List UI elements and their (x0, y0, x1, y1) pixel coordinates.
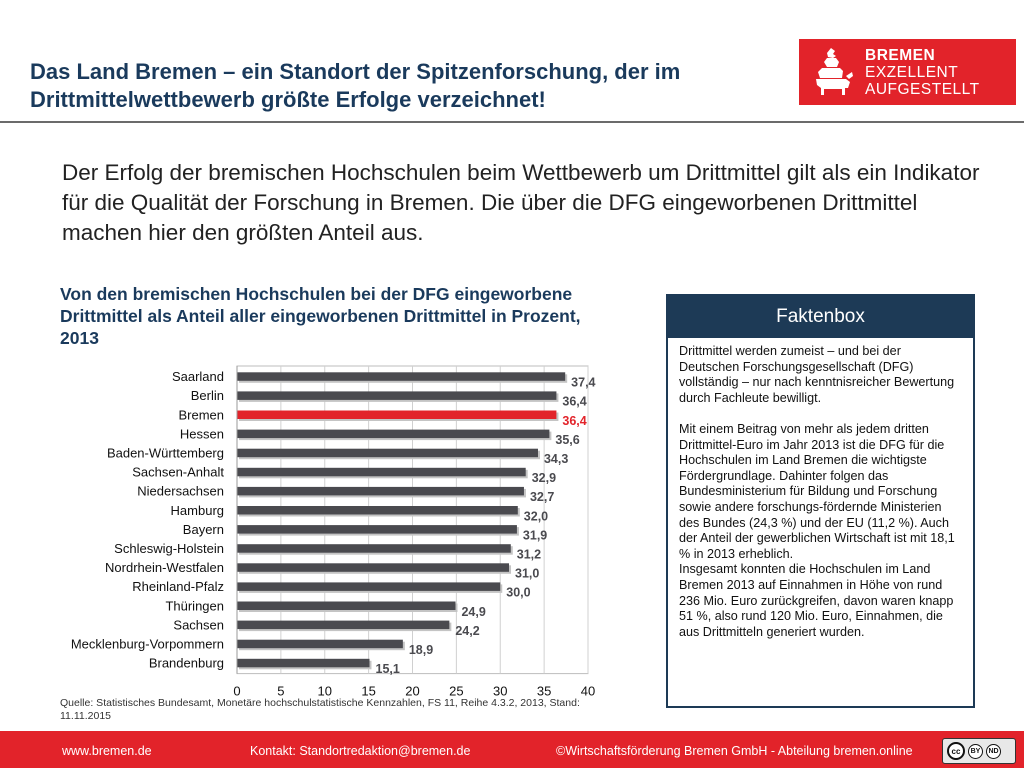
category-label: Baden-Württemberg (107, 445, 224, 460)
value-label: 37,4 (571, 376, 595, 390)
category-label: Niedersachsen (137, 484, 224, 499)
faktenbox-paragraph-2: Mit einem Beitrag von mehr als jedem dri… (679, 421, 955, 561)
value-label: 36,4 (562, 395, 586, 409)
bar (237, 410, 557, 419)
value-label: 34,3 (544, 452, 568, 466)
category-label: Schleswig-Holstein (114, 541, 224, 556)
category-label: Mecklenburg-Vorpommern (71, 636, 224, 651)
category-label: Hamburg (171, 503, 224, 518)
town-musicians-icon (799, 39, 865, 105)
bar (237, 486, 524, 496)
bar (237, 429, 550, 439)
bar (237, 391, 557, 400)
logo-wordmark: BREMEN EXZELLENT AUFGESTELLT (865, 47, 980, 98)
value-label: 36,4 (562, 414, 586, 428)
faktenbox: Faktenbox Drittmittel werden zumeist – u… (666, 294, 975, 708)
bar (237, 582, 501, 591)
logo-line-2: EXZELLENT (865, 63, 959, 81)
category-label: Sachsen (173, 617, 224, 632)
bremen-logo[interactable]: BREMEN EXZELLENT AUFGESTELLT (799, 39, 1016, 105)
bar (237, 544, 511, 553)
cc-icon: cc (947, 742, 965, 760)
value-label: 31,2 (517, 547, 541, 561)
logo-line-1: BREMEN (865, 46, 936, 64)
category-label: Berlin (191, 388, 224, 403)
value-label: 15,1 (376, 662, 400, 676)
category-label: Nordrhein-Westfalen (105, 560, 224, 575)
value-label: 32,9 (532, 471, 556, 485)
bar (237, 601, 456, 610)
source-note: Quelle: Statistisches Bundesamt, Monetär… (60, 697, 580, 722)
category-label: Saarland (172, 369, 224, 384)
bar (237, 658, 370, 668)
category-label: Rheinland-Pfalz (132, 579, 224, 594)
x-tick-label: 40 (581, 684, 595, 699)
category-label: Sachsen-Anhalt (132, 465, 224, 480)
value-label: 30,0 (506, 586, 530, 600)
cc-license-badge[interactable]: cc BY ND (942, 738, 1016, 764)
value-label: 24,2 (455, 624, 479, 638)
x-tick-label: 15 (361, 684, 375, 699)
value-label: 31,0 (515, 567, 539, 581)
footer-bar: www.bremen.de Kontakt: Standortredaktion… (0, 731, 1024, 768)
x-tick-label: 0 (233, 684, 240, 699)
value-label: 32,7 (530, 490, 554, 504)
page-title: Das Land Bremen – ein Standort der Spitz… (30, 59, 681, 112)
x-tick-label: 5 (277, 684, 284, 699)
value-label: 31,9 (523, 528, 547, 542)
bar (237, 372, 566, 381)
category-label: Thüringen (165, 598, 224, 613)
category-label: Hessen (180, 426, 224, 441)
value-label: 32,0 (524, 509, 548, 523)
category-label: Bremen (178, 407, 224, 422)
bar (237, 467, 526, 477)
value-label: 18,9 (409, 643, 433, 657)
by-icon: BY (968, 743, 983, 759)
intro-text: Der Erfolg der bremischen Hochschulen be… (62, 160, 980, 245)
bar (237, 639, 403, 649)
category-label: Brandenburg (149, 656, 224, 671)
bar (237, 506, 518, 515)
x-tick-label: 10 (318, 684, 332, 699)
chart-title: Von den bremischen Hochschulen bei der D… (60, 284, 581, 348)
footer-website-link[interactable]: www.bremen.de (62, 744, 152, 758)
x-tick-label: 25 (449, 684, 463, 699)
logo-line-3: AUFGESTELLT (865, 80, 980, 98)
footer-contact-link[interactable]: Kontakt: Standortredaktion@bremen.de (250, 744, 471, 758)
x-tick-label: 30 (493, 684, 507, 699)
footer-copyright: ©Wirtschaftsförderung Bremen GmbH - Abte… (556, 744, 913, 758)
faktenbox-paragraph-1: Drittmittel werden zumeist – und bei der… (679, 344, 955, 405)
x-tick-label: 35 (537, 684, 551, 699)
nd-icon: ND (986, 743, 1001, 759)
bar (237, 563, 510, 572)
bar (237, 525, 517, 534)
value-label: 24,9 (461, 605, 485, 619)
x-tick-label: 20 (405, 684, 419, 699)
bar (237, 620, 450, 630)
faktenbox-paragraph-3: Insgesamt konnten die Hochschulen im Lan… (679, 562, 954, 639)
value-label: 35,6 (555, 433, 579, 447)
bar-chart: 0 5 10 15 20 25 30 35 40 Saarland 37,4 Berlin 36,4 Br… (71, 365, 596, 699)
header-divider (0, 121, 1024, 123)
category-label: Bayern (183, 522, 224, 537)
faktenbox-title: Faktenbox (668, 296, 973, 338)
bar (237, 448, 538, 458)
faktenbox-body: Drittmittel werden zumeist – und bei der… (668, 338, 973, 640)
